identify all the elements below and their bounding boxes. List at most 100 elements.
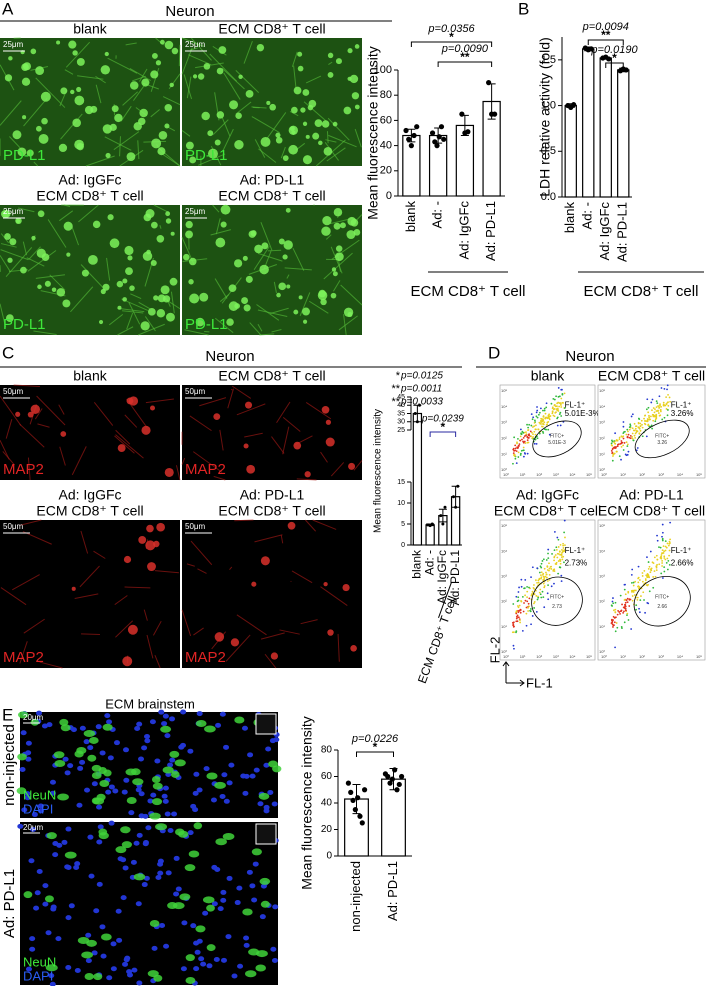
event	[624, 583, 626, 586]
event	[643, 570, 646, 572]
cell-body	[153, 540, 160, 548]
event	[561, 558, 564, 561]
neurite	[279, 629, 300, 635]
nucleus	[270, 946, 277, 952]
cell-body	[9, 238, 17, 246]
event	[536, 567, 539, 570]
cell-body	[111, 105, 119, 113]
panel-label: E	[2, 705, 13, 724]
event	[667, 409, 669, 411]
cell-body	[151, 52, 158, 59]
cell-body	[332, 271, 338, 277]
event	[562, 547, 565, 549]
scale-bar-label: 20μm	[23, 713, 44, 722]
event	[514, 457, 517, 460]
data-point	[454, 505, 458, 509]
event	[665, 561, 668, 564]
nucleus	[210, 797, 217, 803]
event	[518, 604, 521, 607]
cell-body	[124, 245, 134, 256]
event	[632, 581, 635, 584]
event	[658, 406, 661, 409]
cell-body	[216, 111, 225, 119]
cell-body	[327, 629, 334, 636]
event	[661, 538, 664, 541]
nucleus	[157, 858, 164, 864]
cell-body	[289, 126, 295, 132]
event	[635, 604, 638, 607]
cell-body	[197, 73, 205, 80]
neurite	[291, 570, 313, 584]
neurite	[276, 401, 291, 424]
event	[664, 549, 667, 552]
neurite	[139, 68, 148, 82]
neurite	[0, 243, 17, 248]
nucleus	[162, 713, 169, 719]
cell-body	[312, 132, 320, 140]
event	[654, 575, 657, 578]
nucleus	[237, 963, 244, 969]
cell-body	[4, 74, 13, 82]
event	[555, 546, 558, 549]
event	[666, 557, 669, 560]
nucleus	[65, 964, 72, 970]
cell-body	[185, 141, 194, 150]
cell-body	[138, 535, 147, 544]
cell-body	[156, 234, 165, 243]
nucleus	[37, 808, 44, 814]
nucleus	[194, 949, 201, 955]
event	[536, 406, 538, 408]
neurite	[291, 51, 298, 67]
event	[622, 449, 625, 451]
cell-body	[285, 207, 291, 213]
event	[557, 387, 560, 389]
cell-body	[351, 92, 360, 100]
neurite	[260, 221, 273, 251]
event	[657, 409, 659, 412]
event	[531, 418, 534, 421]
x-decade-label: 10¹	[520, 654, 526, 659]
event	[628, 605, 631, 607]
event	[517, 456, 520, 458]
neuron	[44, 895, 54, 903]
neuron	[256, 950, 268, 958]
neuron	[234, 716, 245, 724]
event	[563, 561, 565, 564]
cell-body	[282, 155, 289, 161]
micrograph	[181, 204, 363, 336]
nucleus	[52, 852, 59, 858]
event	[530, 593, 533, 596]
event	[545, 406, 548, 409]
neuron	[206, 944, 216, 952]
nucleus	[169, 716, 176, 722]
cell-body	[36, 125, 42, 132]
neurite	[113, 131, 140, 151]
event	[613, 441, 615, 444]
event	[635, 431, 638, 434]
event	[626, 443, 629, 446]
neurite	[114, 595, 128, 606]
neuron	[184, 864, 196, 872]
nucleus	[193, 940, 200, 946]
cell-body	[38, 133, 49, 144]
x-decade-label: 10⁵	[696, 654, 702, 659]
event	[533, 584, 535, 586]
cell-body	[286, 284, 291, 289]
cell-body	[102, 283, 110, 291]
y-decade-label: 10¹	[599, 451, 605, 456]
event	[519, 428, 522, 431]
y-decade-label: 10³	[599, 573, 605, 578]
event	[525, 624, 528, 627]
cell-body	[216, 67, 224, 75]
event	[628, 598, 631, 601]
event	[541, 430, 544, 433]
nucleus	[217, 906, 224, 912]
event	[527, 602, 530, 605]
event	[519, 452, 522, 455]
cell-body	[60, 431, 67, 437]
cell-body	[349, 74, 359, 84]
nucleus	[85, 958, 92, 964]
cell-body	[158, 131, 168, 140]
nucleus	[193, 966, 200, 972]
event	[555, 561, 558, 564]
